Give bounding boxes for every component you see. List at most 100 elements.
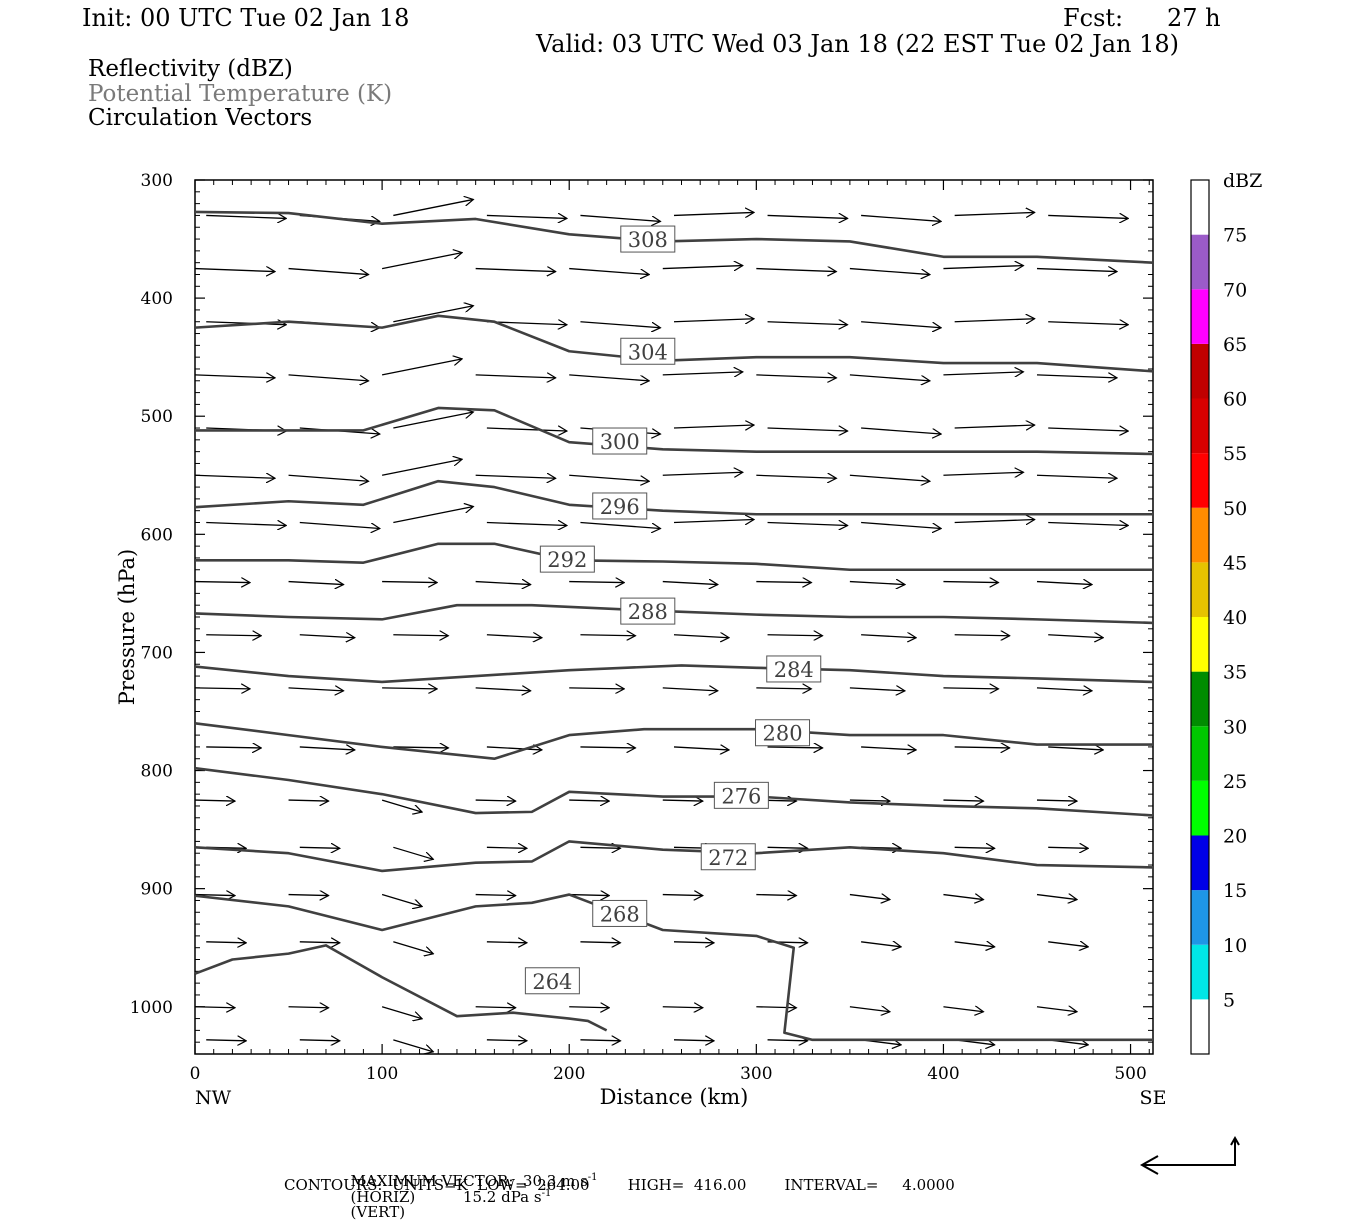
circulation-vector — [1048, 942, 1088, 947]
circulation-vector — [569, 582, 624, 583]
contour-label: 300 — [600, 430, 640, 454]
circulation-vector — [756, 895, 796, 896]
colorbar-frame — [1190, 179, 1210, 1055]
circulation-vector — [288, 800, 329, 801]
circulation-vector — [767, 523, 848, 526]
contour-line — [194, 664, 1154, 684]
circulation-vector — [943, 895, 983, 900]
contour-label: 284 — [774, 658, 814, 682]
circulation-vector — [580, 847, 620, 848]
circulation-vector — [475, 895, 516, 896]
circulation-vector — [393, 199, 473, 217]
colorbar-label: 25 — [1223, 771, 1247, 793]
circulation-vector — [393, 306, 473, 323]
colorbar-label: 10 — [1223, 935, 1247, 957]
circulation-vector — [954, 212, 1035, 215]
contour-label: 272 — [708, 846, 748, 870]
init-time: Init: 00 UTC Tue 02 Jan 18 — [82, 4, 410, 32]
circulation-vector — [381, 459, 462, 476]
circulation-vector — [954, 520, 1035, 523]
circulation-vector — [580, 747, 635, 748]
max-vector-prefix: MAXIMUM VECTOR: 30.3 m s — [350, 1172, 588, 1190]
circulation-vector — [486, 942, 527, 943]
circulation-vector — [194, 269, 275, 272]
x-end-label-right: SE — [1140, 1087, 1167, 1109]
circulation-vector — [861, 747, 916, 750]
valid-time: Valid: 03 UTC Wed 03 Jan 18 (22 EST Tue … — [536, 30, 1180, 58]
circulation-vector — [861, 635, 916, 638]
circulation-vector — [662, 1007, 703, 1008]
x-tick-label: 200 — [553, 1064, 585, 1084]
circulation-vector — [849, 800, 890, 801]
circulation-vector — [381, 893, 422, 907]
circulation-vector — [673, 520, 754, 523]
circulation-vector — [206, 215, 286, 218]
circulation-vector — [206, 523, 286, 526]
x-tick-label: 300 — [740, 1064, 772, 1084]
circulation-vector — [954, 942, 995, 947]
colorbar-swatch — [1191, 507, 1209, 563]
circulation-vector — [475, 375, 556, 378]
contour-line — [194, 722, 1153, 761]
contour-line — [194, 479, 1153, 516]
circulation-vector — [767, 322, 848, 325]
circulation-vector — [861, 321, 941, 328]
contour-label: 304 — [628, 340, 668, 364]
unit-exponent: -1 — [587, 1172, 598, 1183]
circulation-vector — [1048, 635, 1103, 638]
circulation-vector — [1036, 269, 1117, 272]
circulation-vector — [1036, 475, 1117, 478]
circulation-vector — [1036, 375, 1117, 378]
x-tick-label: 400 — [927, 1064, 959, 1084]
circulation-vector — [1048, 747, 1103, 750]
circulation-vector — [861, 521, 941, 529]
circulation-vector — [943, 1007, 983, 1012]
circulation-vector — [580, 214, 660, 221]
x-end-label-left: NW — [195, 1087, 232, 1109]
colorbar-label: 50 — [1223, 498, 1247, 520]
contour-label-box — [592, 427, 648, 455]
circulation-vector — [194, 375, 275, 378]
y-tick-label: 800 — [141, 762, 173, 782]
contour-line — [194, 893, 1153, 1042]
circulation-vector — [849, 374, 930, 381]
contour-label-box — [700, 843, 756, 871]
max-vector-suffix: (VERT) — [350, 1203, 406, 1221]
circulation-vector — [486, 847, 527, 848]
circulation-vector — [486, 322, 567, 325]
y-tick-label: 600 — [141, 525, 173, 545]
forecast-label: Fcst: — [1063, 4, 1124, 32]
circulation-vector — [194, 895, 235, 896]
circulation-vector — [580, 942, 620, 943]
circulation-vector — [475, 1007, 516, 1008]
circulation-vector — [662, 266, 743, 269]
contour-line — [194, 314, 1154, 373]
circulation-vector — [194, 475, 275, 478]
circulation-vector — [1048, 428, 1128, 431]
circulation-vector — [943, 582, 998, 583]
circulation-vector — [673, 942, 714, 943]
circulation-vector — [954, 635, 1010, 636]
circulation-vector — [299, 635, 355, 638]
colorbar-label: 15 — [1223, 880, 1247, 902]
colorbar-swatch — [1191, 835, 1209, 891]
contour-label: 280 — [762, 722, 802, 746]
circulation-vector — [1036, 895, 1077, 900]
circulation-vector — [1036, 688, 1092, 691]
circulation-vector — [206, 747, 261, 748]
circulation-vector — [662, 895, 703, 896]
circulation-vector — [1048, 523, 1128, 526]
circulation-vector — [299, 521, 380, 529]
circulation-vector — [393, 846, 433, 859]
colorbar-label: 40 — [1223, 607, 1247, 629]
circulation-vector — [569, 474, 649, 481]
circulation-vector — [486, 428, 567, 431]
circulation-vector — [756, 1007, 796, 1008]
circulation-vector — [1036, 800, 1077, 801]
circulation-vector — [206, 1040, 246, 1041]
circulation-vector — [767, 635, 823, 636]
circulation-vector — [662, 800, 703, 801]
circulation-vector — [662, 372, 743, 375]
colorbar-swatch — [1191, 180, 1209, 235]
circulation-vector — [756, 375, 836, 378]
